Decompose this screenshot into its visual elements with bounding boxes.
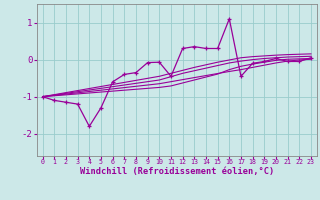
X-axis label: Windchill (Refroidissement éolien,°C): Windchill (Refroidissement éolien,°C) bbox=[80, 167, 274, 176]
